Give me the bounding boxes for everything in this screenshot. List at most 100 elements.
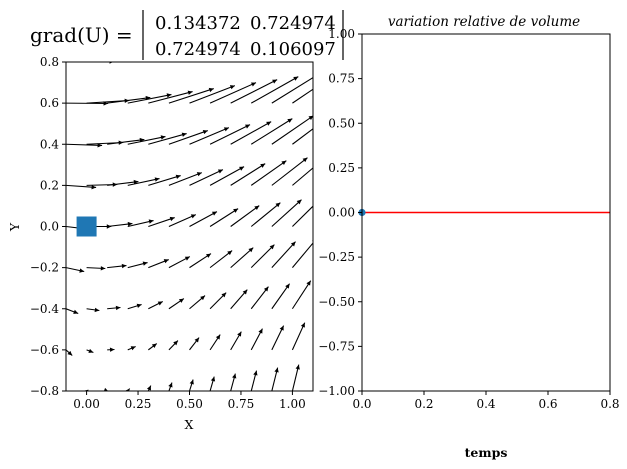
quiver-arrow (230, 205, 260, 227)
quiver-arrow (271, 115, 313, 145)
quiver-arrow (250, 118, 293, 145)
origin-marker (76, 216, 97, 237)
quiver-arrow (230, 289, 248, 310)
quiver-arrow (189, 295, 206, 310)
quiver-arrow (127, 135, 166, 145)
quiver-arrow (271, 76, 313, 104)
quiver-arrow (292, 205, 313, 227)
quiver-arrow (250, 286, 269, 310)
quiver-arrow (107, 62, 112, 63)
x-tick-label: 0.4 (476, 397, 495, 411)
quiver-arrow (189, 169, 224, 186)
quiver-arrow (148, 343, 158, 351)
quiver-arrow (107, 305, 121, 311)
y-tick-label: −0.50 (318, 295, 355, 309)
quiver-arrow (209, 166, 245, 186)
quiver-arrow (291, 322, 306, 351)
quiver-arrow (271, 367, 279, 391)
matrix-cell-11: 0.106097 (250, 39, 336, 60)
x-tick-label: 0.6 (538, 397, 557, 411)
quiver-arrow (86, 348, 94, 354)
quiver-arrow (189, 211, 218, 227)
quiver-arrow (189, 85, 236, 104)
quiver-arrow (107, 347, 115, 352)
quiver-arrow (292, 167, 313, 186)
y-tick-label: −0.4 (30, 302, 60, 316)
quiver-arrow (86, 307, 100, 313)
quiver-arrow (271, 325, 285, 351)
quiver-arrow (127, 219, 154, 228)
matrix-cell-10: 0.724974 (155, 39, 241, 60)
y-tick-label: −0.25 (318, 250, 355, 264)
x-tick-label: 0.0 (352, 397, 371, 411)
quiver-arrow (230, 331, 242, 351)
matrix-cell-00: 0.134372 (155, 13, 241, 34)
quiver-arrow (107, 179, 139, 186)
quiver-arrow (107, 221, 133, 228)
volume-y-ticks: −1.00 −0.75 −0.50 −0.25 0.00 0.25 0.50 0.75 1.00 (318, 27, 362, 398)
quiver-arrow (66, 143, 103, 148)
quiver-arrow (86, 266, 106, 271)
y-tick-label: −0.75 (318, 339, 355, 353)
quiver-arrow (168, 172, 202, 186)
y-tick-label: 1.00 (328, 27, 355, 41)
quiver-arrow (148, 301, 164, 310)
quiver-x-label: X (185, 417, 194, 432)
quiver-arrow (189, 253, 212, 269)
volume-x-ticks: 0.0 0.2 0.4 0.6 0.8 (352, 391, 620, 411)
quiver-arrow (250, 244, 275, 269)
y-tick-label: −0.2 (30, 261, 59, 275)
quiver-arrow (250, 328, 263, 351)
y-tick-label: 0.50 (328, 116, 355, 130)
quiver-arrow (168, 256, 191, 269)
quiver-arrow (230, 163, 266, 186)
quiver-y-ticks: −0.8 −0.6 −0.4 −0.2 0.0 0.2 0.4 0.6 0.8 (30, 55, 66, 398)
quiver-arrow (271, 283, 291, 310)
quiver-arrow (250, 202, 281, 227)
quiver-arrow (250, 76, 299, 104)
quiver-arrow (127, 177, 160, 186)
quiver-arrow (188, 379, 194, 391)
quiver-arrow (230, 121, 272, 145)
quiver-arrow (292, 88, 313, 104)
quiver-arrow (107, 137, 145, 145)
quiver-arrow (168, 87, 214, 104)
quiver-arrow (107, 263, 127, 269)
y-tick-label: 0.2 (40, 178, 59, 192)
quiver-arrow (209, 334, 221, 351)
quiver-arrow (230, 247, 254, 269)
y-tick-label: 0.25 (328, 161, 355, 175)
quiver-arrow (189, 337, 200, 351)
quiver-arrow (292, 128, 313, 145)
quiver-arrow (66, 308, 79, 314)
volume-title: variation relative de volume (388, 14, 580, 30)
quiver-arrow (230, 79, 278, 104)
quiver-arrow (103, 387, 109, 391)
quiver-arrow (271, 241, 296, 268)
quiver-arrow (86, 62, 95, 63)
x-tick-label: 1.00 (279, 397, 306, 411)
y-tick-label: 0.6 (40, 96, 59, 110)
volume-plot: variation relative de volume 0.0 0.2 0.4 0.… (318, 14, 619, 460)
x-tick-label: 0.8 (600, 397, 619, 411)
quiver-x-ticks: 0.00 0.25 0.50 0.75 1.00 (73, 391, 306, 411)
y-tick-label: −1.00 (318, 384, 355, 398)
quiver-arrow (127, 261, 148, 269)
y-tick-label: −0.6 (30, 343, 59, 357)
quiver-arrow (271, 199, 302, 227)
quiver-arrow (148, 174, 181, 186)
quiver-arrow (250, 370, 258, 391)
quiver-arrow (209, 250, 233, 269)
y-tick-label: 0.8 (40, 55, 59, 69)
quiver-arrow (291, 280, 312, 310)
quiver-arrow (189, 127, 230, 145)
y-tick-label: 0.0 (40, 220, 59, 234)
quiver-arrow (66, 390, 67, 391)
quiver-arrow (209, 82, 257, 104)
quiver-arrow (168, 340, 179, 351)
quiver-arrow (209, 292, 227, 310)
gradient-title: grad(U) = 0.134372 0.724974 0.724974 0.1… (30, 10, 344, 60)
quiver-arrow (168, 214, 197, 228)
quiver-arrow (66, 267, 85, 273)
x-tick-label: 0.00 (73, 397, 100, 411)
